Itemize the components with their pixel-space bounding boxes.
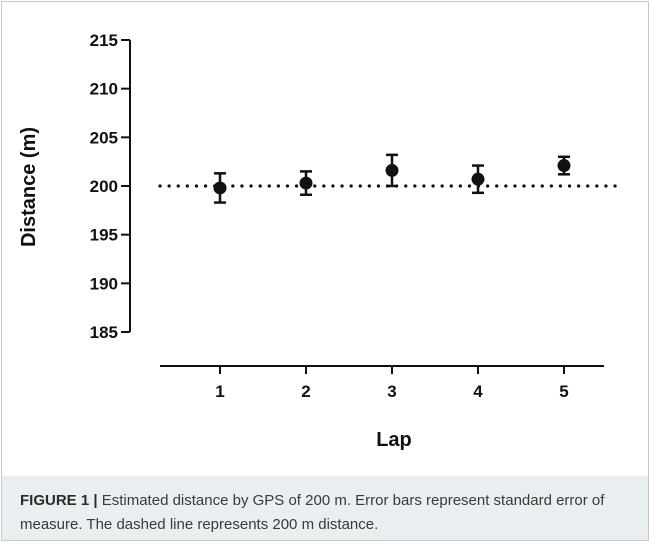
data-point [299, 176, 313, 190]
data-point [385, 163, 399, 177]
y-tick-label: 185 [90, 323, 118, 342]
y-tick-label: 190 [90, 274, 118, 293]
figure-caption-text: Estimated distance by GPS of 200 m. Erro… [20, 492, 605, 533]
y-axis: 185 190 195 200 205 210 215 [90, 31, 131, 342]
x-tick-label: 1 [215, 382, 224, 401]
x-tick-label: 2 [301, 382, 310, 401]
data-point [471, 172, 485, 186]
figure-caption: FIGURE 1 | Estimated distance by GPS of … [2, 476, 648, 540]
y-tick-label: 195 [90, 226, 118, 245]
x-tick-label: 3 [387, 382, 396, 401]
figure-caption-label: FIGURE 1 | [20, 492, 98, 509]
y-tick-label: 200 [90, 177, 118, 196]
x-axis-label: Lap [376, 429, 412, 451]
x-tick-label: 5 [559, 382, 568, 401]
y-tick-label: 215 [90, 31, 118, 50]
data-point [213, 181, 227, 195]
chart: 185 190 195 200 205 210 215 1 2 3 4 5 Distance (m)… [18, 31, 624, 451]
x-axis: 1 2 3 4 5 [160, 365, 604, 401]
data-points [213, 153, 571, 204]
y-axis-label: Distance (m) [18, 127, 40, 247]
x-tick-label: 4 [473, 382, 483, 401]
y-tick-label: 210 [90, 80, 118, 99]
data-point [557, 159, 571, 173]
y-tick-label: 205 [90, 128, 118, 147]
